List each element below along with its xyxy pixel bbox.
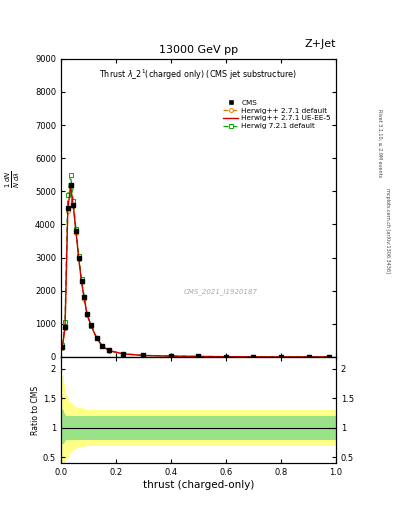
- Y-axis label: Ratio to CMS: Ratio to CMS: [31, 386, 40, 435]
- Text: CMS_2021_I1920187: CMS_2021_I1920187: [184, 288, 257, 295]
- Text: $\frac{1}{N}\frac{dN}{d\lambda}$: $\frac{1}{N}\frac{dN}{d\lambda}$: [4, 170, 22, 188]
- Text: mcplots.cern.ch [arXiv:1306.3436]: mcplots.cern.ch [arXiv:1306.3436]: [385, 188, 389, 273]
- Title: 13000 GeV pp: 13000 GeV pp: [159, 46, 238, 55]
- Text: Thrust $\lambda\_2^1$(charged only) (CMS jet substructure): Thrust $\lambda\_2^1$(charged only) (CMS…: [99, 68, 298, 82]
- Legend: CMS, Herwig++ 2.7.1 default, Herwig++ 2.7.1 UE-EE-5, Herwig 7.2.1 default: CMS, Herwig++ 2.7.1 default, Herwig++ 2.…: [221, 98, 332, 131]
- Text: Rivet 3.1.10, ≥ 2.9M events: Rivet 3.1.10, ≥ 2.9M events: [377, 109, 382, 178]
- X-axis label: thrust (charged-only): thrust (charged-only): [143, 480, 254, 490]
- Text: Z+Jet: Z+Jet: [304, 38, 336, 49]
